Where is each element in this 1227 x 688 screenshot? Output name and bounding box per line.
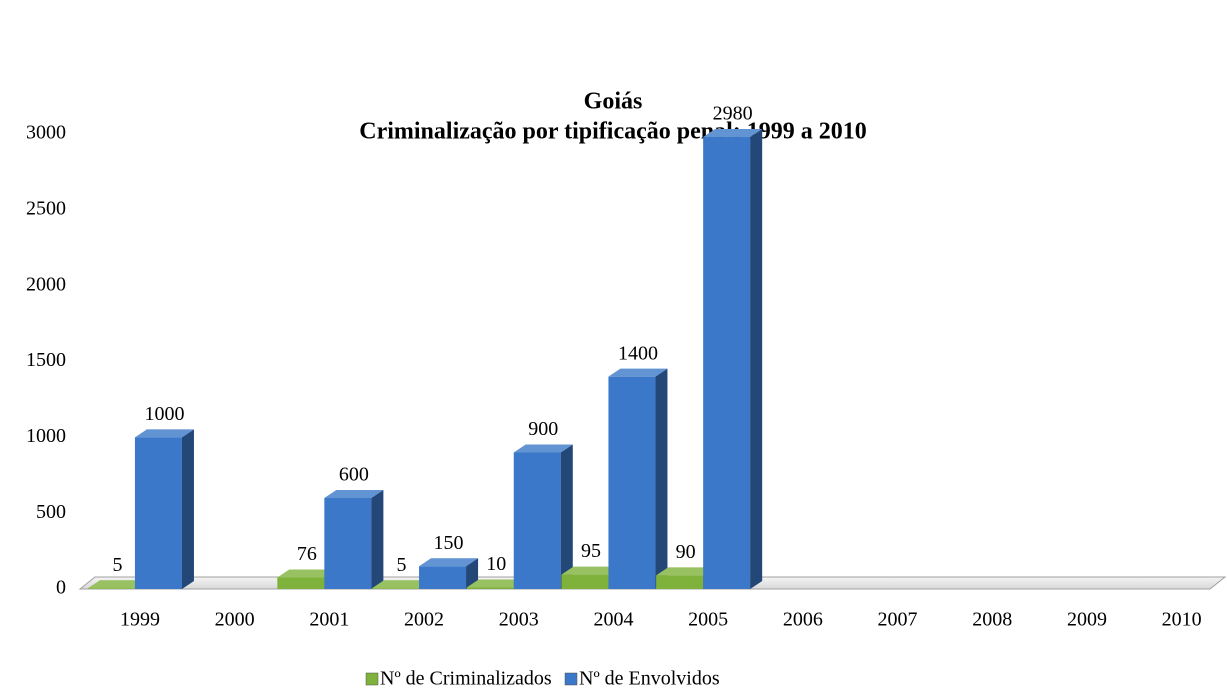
- bar-top-shade: [561, 566, 621, 575]
- bar: [324, 490, 384, 589]
- data-label: 1000: [144, 403, 184, 425]
- bar-front: [656, 575, 704, 589]
- bar-top: [656, 567, 716, 576]
- bar: [608, 368, 668, 589]
- data-label: 2980: [713, 103, 753, 125]
- bar-top-shade: [608, 368, 668, 377]
- x-tick-label: 2007: [878, 609, 918, 631]
- bar-side-shade: [466, 558, 479, 589]
- bar-top: [324, 490, 384, 498]
- data-label: 600: [339, 464, 369, 486]
- y-tick-label: 2000: [26, 273, 66, 295]
- data-label: 5: [112, 554, 122, 576]
- legend-label: Nº de Criminalizados: [380, 668, 552, 688]
- x-tick-label: 2001: [309, 609, 349, 631]
- bar-side: [655, 368, 668, 589]
- bar-top: [87, 580, 147, 589]
- bar-top-shade: [419, 558, 479, 567]
- bar-side: [181, 429, 194, 589]
- bar-side-shade: [181, 429, 194, 589]
- x-tick-label: 2006: [783, 609, 823, 631]
- x-tick-label: 2004: [593, 609, 633, 631]
- data-label: 76: [297, 543, 317, 565]
- bar-top-shade: [87, 580, 147, 589]
- bar-top-shade: [372, 580, 432, 589]
- data-label: 1400: [618, 342, 658, 364]
- bar-side-shade: [560, 444, 573, 589]
- x-tick-label: 2008: [972, 609, 1012, 631]
- chart-title: Goiás: [584, 89, 643, 115]
- y-tick-label: 3000: [26, 122, 66, 144]
- bar-top: [277, 569, 337, 578]
- bar-side: [750, 129, 763, 590]
- bar-top: [513, 444, 573, 453]
- bar-top: [608, 368, 668, 377]
- x-tick-label: 2005: [688, 609, 728, 631]
- bar-top: [419, 558, 479, 567]
- bar: [134, 429, 194, 589]
- bar-top-shade: [513, 444, 573, 453]
- data-label: 5: [397, 554, 407, 576]
- data-label: 90: [676, 541, 696, 563]
- bar-top: [134, 429, 194, 438]
- legend-swatch: [564, 672, 578, 686]
- bar-side: [560, 444, 573, 589]
- data-label: 150: [434, 532, 464, 554]
- bar-top-shade: [277, 569, 337, 578]
- x-tick-label: 2010: [1162, 609, 1202, 631]
- bar-front: [466, 587, 514, 589]
- bar-top: [703, 129, 763, 138]
- legend-swatch: [365, 672, 379, 686]
- bar-front: [419, 566, 467, 589]
- y-tick-label: 1000: [26, 425, 66, 447]
- x-tick-label: 2002: [404, 609, 444, 631]
- x-tick-label: 2003: [499, 609, 539, 631]
- bar-front: [324, 498, 372, 589]
- bar-side-shade: [371, 490, 384, 589]
- y-tick-label: 500: [36, 501, 66, 523]
- bar-front: [134, 437, 182, 589]
- bar-front: [277, 577, 325, 589]
- bar-top-shade: [466, 579, 526, 588]
- bar-top: [372, 580, 432, 589]
- x-tick-label: 1999: [120, 609, 160, 631]
- bar-front: [513, 452, 561, 589]
- y-tick-label: 2500: [26, 197, 66, 219]
- bar-front: [608, 376, 656, 589]
- bar-front: [561, 574, 609, 589]
- bar-top-shade: [703, 129, 763, 138]
- x-tick-label: 2000: [215, 609, 255, 631]
- data-label: 95: [581, 540, 601, 562]
- chart-subtitle: Criminalização por tipificação penal: 19…: [359, 119, 867, 145]
- bar-front: [87, 588, 135, 589]
- y-tick-label: 0: [56, 577, 66, 599]
- bar: [419, 558, 479, 589]
- bar-side-shade: [750, 129, 763, 590]
- bar-top-shade: [656, 567, 716, 576]
- bar-side: [466, 558, 479, 589]
- data-label: 10: [486, 553, 506, 575]
- bar-top-shade: [324, 490, 384, 498]
- bar-top: [561, 566, 621, 575]
- bar-front: [372, 588, 420, 589]
- x-tick-label: 2009: [1067, 609, 1107, 631]
- bar: [703, 129, 763, 590]
- data-label: 900: [528, 418, 558, 440]
- y-tick-label: 1500: [26, 349, 66, 371]
- bar-side: [371, 490, 384, 589]
- bar-top: [466, 579, 526, 588]
- bar-top-shade: [134, 429, 194, 438]
- bar-side-shade: [655, 368, 668, 589]
- bar-front: [703, 137, 751, 590]
- legend-label: Nº de Envolvidos: [579, 668, 720, 688]
- bar: [513, 444, 573, 589]
